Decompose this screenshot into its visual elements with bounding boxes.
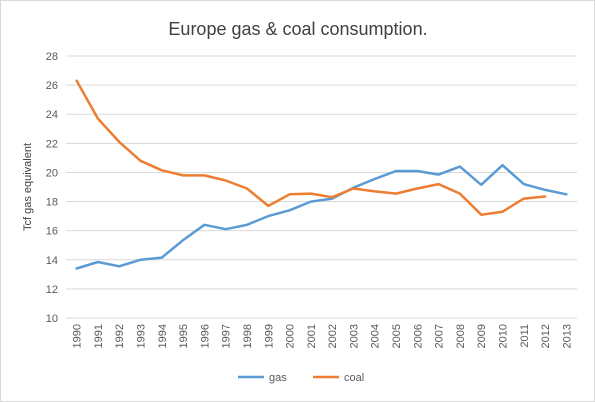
series-line-gas <box>75 163 568 270</box>
y-tick-label: 12 <box>46 284 58 296</box>
x-tick-labels: 1990 1991 1992 1993 1994 1995 1996 1997 1998 1999… <box>72 324 574 348</box>
x-tick-label: 1992 <box>114 324 126 348</box>
legend-label-coal: coal <box>344 372 364 384</box>
x-tick-label: 2006 <box>412 324 424 348</box>
x-tick-label: 2001 <box>306 324 318 348</box>
x-tick-label: 2010 <box>497 324 509 348</box>
x-tick-label: 1998 <box>242 324 254 348</box>
legend-label-gas: gas <box>269 372 287 384</box>
x-tick-label: 2005 <box>391 324 403 348</box>
x-tick-label: 1999 <box>263 324 275 348</box>
x-tick-label: 2009 <box>476 324 488 348</box>
x-tick-label: 2008 <box>455 324 467 348</box>
x-tick-label: 2012 <box>540 324 552 348</box>
y-tick-label: 22 <box>46 138 58 150</box>
y-tick-labels: 10 12 14 16 18 20 22 24 26 28 <box>46 51 58 325</box>
x-tick-label: 2003 <box>348 324 360 348</box>
x-tick-label: 2013 <box>561 324 573 348</box>
y-tick-label: 24 <box>46 109 58 121</box>
x-tick-label: 2004 <box>370 324 382 348</box>
y-tick-label: 28 <box>46 51 58 63</box>
y-tick-label: 16 <box>46 226 58 238</box>
x-tick-label: 1993 <box>136 324 148 348</box>
y-tick-label: 20 <box>46 167 58 179</box>
x-tick-label: 1990 <box>72 324 84 348</box>
x-tick-label: 2000 <box>285 324 297 348</box>
legend: gas coal <box>238 372 364 384</box>
x-tick-label: 1996 <box>199 324 211 348</box>
y-tick-label: 14 <box>46 255 58 267</box>
y-tick-label: 26 <box>46 80 58 92</box>
series-line-coal <box>75 79 547 216</box>
series-lines <box>75 79 568 270</box>
x-tick-label: 1991 <box>93 324 105 348</box>
grid-lines <box>66 55 577 319</box>
x-tick-label: 2011 <box>519 324 531 348</box>
x-tick-label: 2002 <box>327 324 339 348</box>
y-tick-label: 18 <box>46 197 58 209</box>
x-tick-label: 2007 <box>434 324 446 348</box>
x-tick-label: 1995 <box>178 324 190 348</box>
x-tick-label: 1997 <box>221 324 233 348</box>
y-tick-label: 10 <box>46 313 58 325</box>
y-axis-title: Tcf gas equivalent <box>22 143 34 231</box>
x-tick-label: 1994 <box>157 324 169 348</box>
chart-title: Europe gas & coal consumption. <box>168 19 427 39</box>
